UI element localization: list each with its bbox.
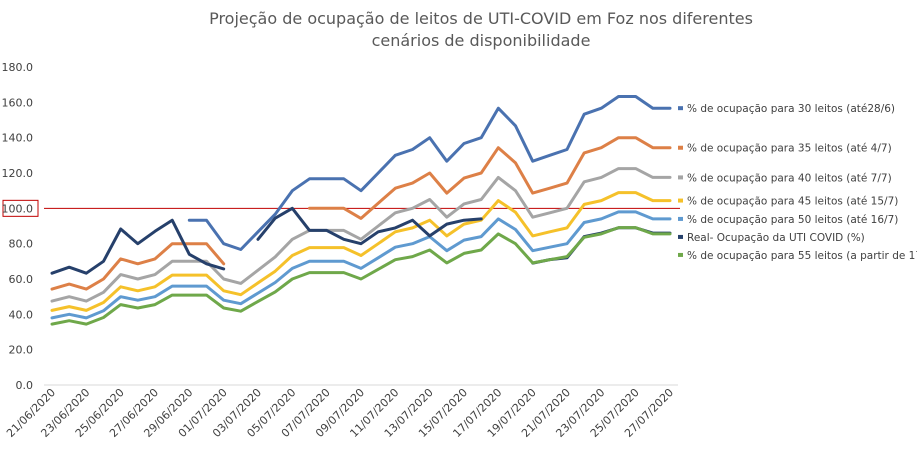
series-line-5 [50,210,672,320]
y-axis-ticks: 180.0 160.0 140.0 120.0 100.0 80.0 60.0 40.0 20.… [2,61,34,392]
y-tick-label: 120.0 [2,167,34,180]
legend: % de ocupação para 30 leitos (até28/6) % … [678,103,917,262]
legend-label-2: % de ocupação para 35 leitos (até 4/7) [687,143,892,155]
y-tick-label: 20.0 [9,344,34,357]
chart-title-line-2: cenários de disponibilidade [372,31,591,50]
series-line-2 [50,136,672,291]
y-tick-label: 60.0 [9,273,34,286]
series-line-7 [50,226,672,326]
series-line-3 [50,167,672,303]
y-tick-label: 100.0 [2,202,34,215]
series-lines [50,95,672,326]
legend-label-1: % de ocupação para 30 leitos (até28/6) [687,103,895,115]
y-tick-label: 160.0 [2,96,34,109]
legend-label-3: % de ocupação para 40 leitos (até 7/7) [687,172,892,184]
series-line-1 [187,95,672,251]
legend-label-5: % de ocupação para 50 leitos (até 16/7) [687,214,898,226]
y-tick-label: 140.0 [2,132,34,145]
x-axis-ticks: 21/06/202023/06/202025/06/202027/06/2020… [4,386,676,440]
legend-label-4: % de ocupação para 45 leitos (até 15/7) [687,196,898,208]
y-tick-label: 180.0 [2,61,34,74]
reference-label-box [2,199,39,217]
series-line-4 [50,191,672,312]
legend-label-7: % de ocupação para 55 leitos (a partir d… [687,250,917,262]
chart-title-line-1: Projeção de ocupação de leitos de UTI-CO… [209,9,753,28]
reference-line-group [2,199,680,217]
y-tick-label: 80.0 [9,238,34,251]
legend-label-6: Real- Ocupação da UTI COVID (%) [687,232,865,244]
chart-title: Projeção de ocupação de leitos de UTI-CO… [209,9,753,50]
y-tick-label: 0.0 [16,379,34,392]
y-tick-label: 40.0 [9,308,34,321]
